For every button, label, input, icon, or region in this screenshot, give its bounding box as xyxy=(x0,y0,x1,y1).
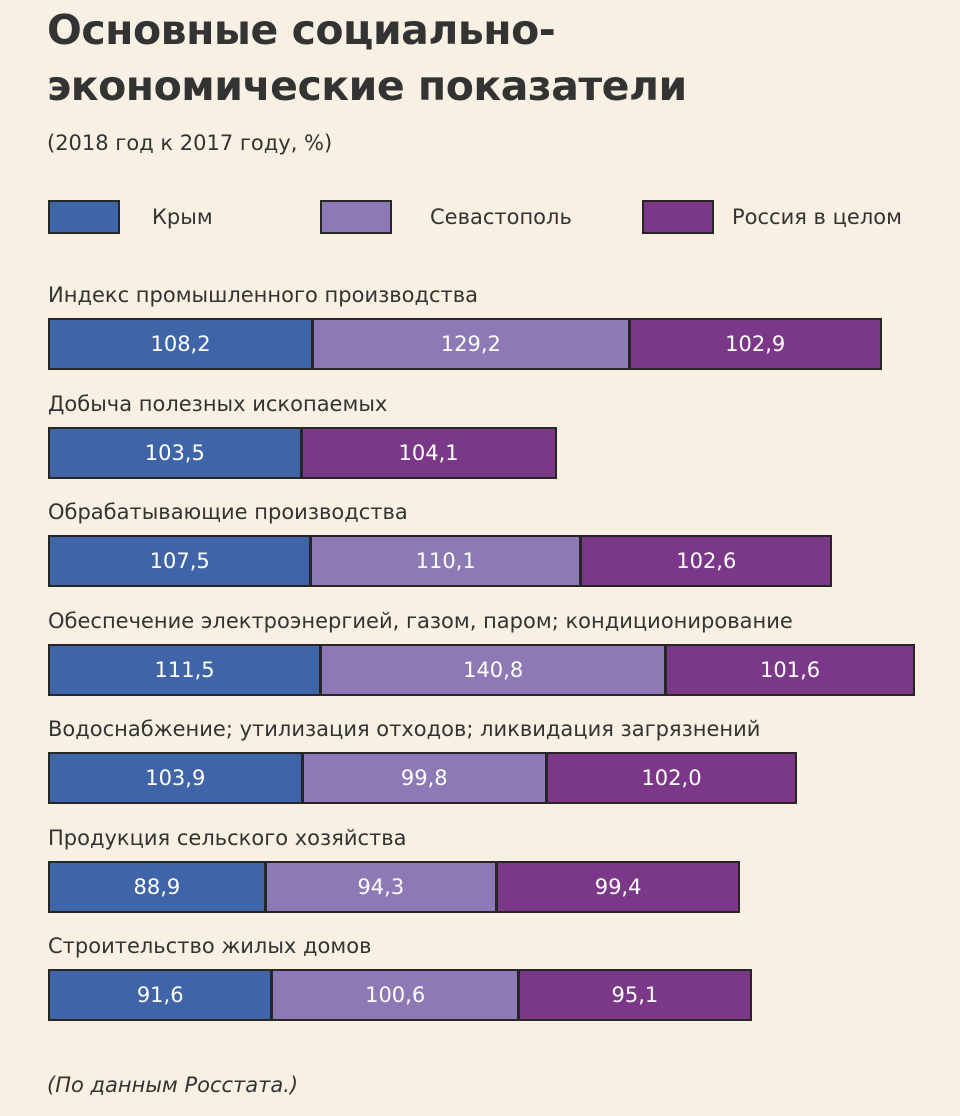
category-label: Добыча полезных ископаемых xyxy=(48,391,388,416)
bar-value-label: 102,6 xyxy=(676,549,737,573)
bar-sevastopol: 140,8 xyxy=(321,643,667,696)
bar-russia: 101,6 xyxy=(666,643,916,696)
bar-krym: 111,5 xyxy=(48,643,322,696)
bar-russia: 95,1 xyxy=(518,969,752,1021)
bar-russia: 102,6 xyxy=(581,535,833,587)
legend-swatch-krym xyxy=(48,200,120,234)
bar-value-label: 100,6 xyxy=(365,983,426,1007)
legend-swatch-sevastopol xyxy=(320,200,392,234)
chart-title: Основные социально- экономические показа… xyxy=(47,2,927,114)
bar-value-label: 107,5 xyxy=(149,549,210,573)
legend-swatch-russia xyxy=(642,200,714,234)
legend-label-russia: Россия в целом xyxy=(732,205,902,229)
category-label: Индекс промышленного производства xyxy=(48,283,479,307)
bar-value-label: 103,9 xyxy=(145,766,206,790)
bar-value-label: 88,9 xyxy=(133,874,181,899)
bar-value-label: 94,3 xyxy=(357,874,405,899)
bar-chart: Индекс промышленного производства 108,2 12… xyxy=(0,270,960,1040)
bar-value-label: 99,8 xyxy=(400,766,448,790)
legend-label-sevastopol: Севастополь xyxy=(430,205,572,229)
bar-russia: 102,0 xyxy=(547,752,797,804)
chart-title-line-1: Основные социально- xyxy=(47,6,556,54)
bar-value-label: 110,1 xyxy=(415,549,476,573)
bar-value-label: 108,2 xyxy=(150,332,211,356)
chart-title-line-2: экономические показатели xyxy=(47,62,687,110)
bar-value-label: 95,1 xyxy=(611,983,659,1007)
bar-value-label: 102,0 xyxy=(641,766,702,790)
bar-sevastopol: 110,1 xyxy=(311,535,582,587)
bar-krym: 107,5 xyxy=(48,535,312,587)
bar-value-label: 104,1 xyxy=(398,440,459,465)
category-label: Водоснабжение; утилизация отходов; ликви… xyxy=(48,717,761,741)
bar-sevastopol: 94,3 xyxy=(265,860,497,913)
bar-krym: 103,9 xyxy=(48,752,303,804)
category-label: Продукция сельского хозяйства xyxy=(48,825,407,850)
bar-krym: 91,6 xyxy=(48,969,273,1021)
bar-value-label: 140,8 xyxy=(463,657,524,682)
bar-krym: 103,5 xyxy=(48,426,302,479)
category-label: Строительство жилых домов xyxy=(48,934,372,958)
category-label: Обрабатывающие производства xyxy=(48,500,408,524)
bar-sevastopol: 100,6 xyxy=(272,969,519,1021)
category-label: Обеспечение электроэнергией, газом, паро… xyxy=(48,608,793,633)
bar-russia: 104,1 xyxy=(301,426,557,479)
bar-value-label: 111,5 xyxy=(154,657,215,682)
bar-value-label: 101,6 xyxy=(760,657,821,682)
bar-value-label: 102,9 xyxy=(725,332,786,356)
bar-value-label: 103,5 xyxy=(144,440,205,465)
bar-krym: 108,2 xyxy=(48,318,314,370)
source-note: (По данным Росстата.) xyxy=(47,1073,299,1097)
bar-value-label: 91,6 xyxy=(136,983,184,1007)
bar-krym: 88,9 xyxy=(48,860,266,913)
bar-value-label: 129,2 xyxy=(440,332,501,356)
bar-russia: 102,9 xyxy=(629,318,882,370)
bar-value-label: 99,4 xyxy=(594,874,642,899)
bar-russia: 99,4 xyxy=(496,860,741,913)
legend: Крым Севастополь Россия в целом xyxy=(0,198,960,242)
bar-sevastopol: 129,2 xyxy=(313,318,630,370)
bar-sevastopol: 99,8 xyxy=(302,752,548,804)
chart-subtitle: (2018 год к 2017 году, %) xyxy=(47,131,333,155)
legend-label-krym: Крым xyxy=(152,205,213,229)
